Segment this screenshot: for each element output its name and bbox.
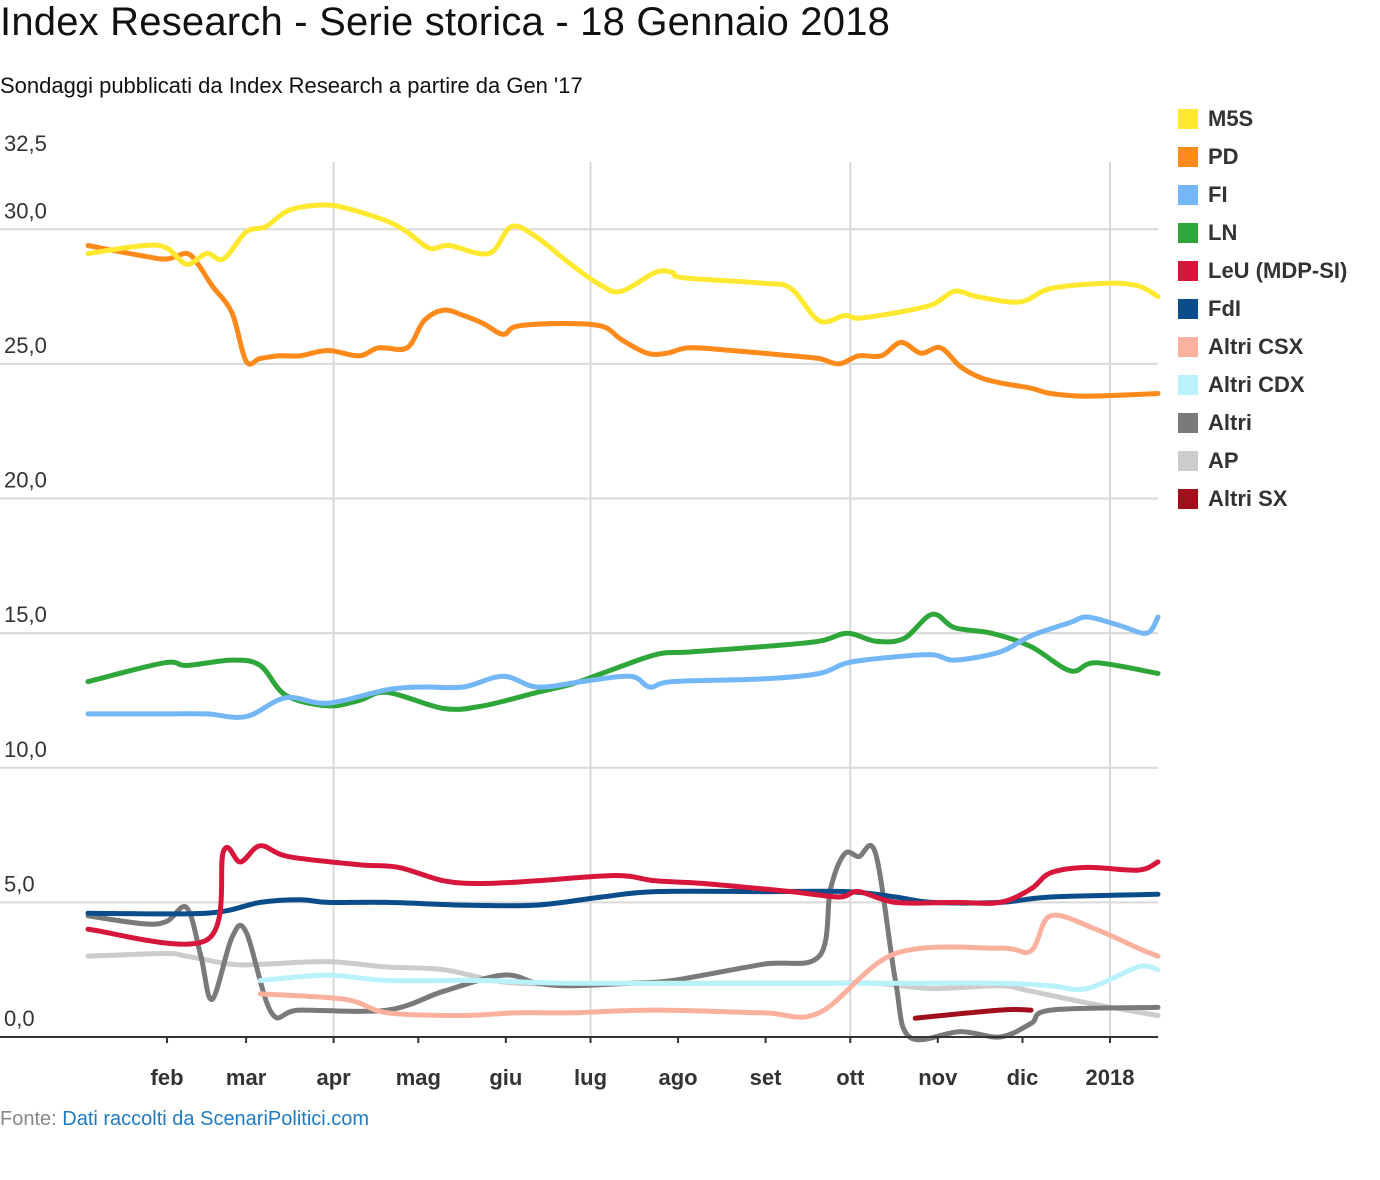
series-line-pd <box>88 246 1158 397</box>
x-tick-label: dic <box>1007 1065 1039 1090</box>
x-tick-label: mag <box>396 1065 441 1090</box>
series-line-m5s <box>88 205 1158 322</box>
legend-swatch-altri <box>1178 413 1198 433</box>
legend-label-altri: Altri <box>1208 410 1252 435</box>
line-chart: 0,0 5,0 10,0 15,0 20,0 25,0 30,0 32,5 feb mar apr m… <box>0 0 1380 1100</box>
legend-label-leu-mdp-si: LeU (MDP-SI) <box>1208 258 1347 283</box>
x-tick-label: ott <box>836 1065 865 1090</box>
y-tick-label: 32,5 <box>4 131 47 156</box>
legend-label-altri-cdx: Altri CDX <box>1208 372 1305 397</box>
x-tick-label: nov <box>918 1065 958 1090</box>
series-line-altri-sx <box>915 1009 1031 1018</box>
legend: M5S PD FI LN LeU (MDP-SI) FdI Altri CSX Altri C… <box>1178 106 1347 511</box>
legend-label-fi: FI <box>1208 182 1228 207</box>
x-tick-label: feb <box>151 1065 184 1090</box>
legend-swatch-altri-cdx <box>1178 375 1198 395</box>
legend-swatch-pd <box>1178 147 1198 167</box>
y-tick-label: 25,0 <box>4 333 47 358</box>
legend-swatch-leu-mdp-si <box>1178 261 1198 281</box>
legend-label-m5s: M5S <box>1208 106 1253 131</box>
x-tick-label: lug <box>574 1065 607 1090</box>
legend-label-ln: LN <box>1208 220 1237 245</box>
legend-label-altri-sx: Altri SX <box>1208 486 1288 511</box>
y-tick-label: 10,0 <box>4 737 47 762</box>
legend-label-altri-csx: Altri CSX <box>1208 334 1304 359</box>
y-tick-label: 15,0 <box>4 602 47 627</box>
source-footer: Fonte: Dati raccolti da ScenariPolitici.… <box>0 1108 369 1131</box>
x-tick-label: apr <box>316 1065 351 1090</box>
legend-label-ap: AP <box>1208 448 1239 473</box>
x-tick-label: giu <box>489 1065 522 1090</box>
x-tick-label: set <box>750 1065 782 1090</box>
x-tick-label: 2018 <box>1086 1065 1135 1090</box>
legend-swatch-ln <box>1178 223 1198 243</box>
legend-swatch-altri-sx <box>1178 489 1198 509</box>
legend-label-pd: PD <box>1208 144 1239 169</box>
y-tick-label: 20,0 <box>4 468 47 493</box>
source-label: Fonte: <box>0 1108 57 1130</box>
legend-swatch-ap <box>1178 451 1198 471</box>
source-link[interactable]: Dati raccolti da ScenariPolitici.com <box>62 1108 369 1130</box>
legend-swatch-fi <box>1178 185 1198 205</box>
x-tick-label: ago <box>658 1065 697 1090</box>
series-layer <box>88 205 1158 1040</box>
y-tick-label: 0,0 <box>4 1006 35 1031</box>
x-tick-label: mar <box>226 1065 267 1090</box>
y-tick-label: 30,0 <box>4 198 47 223</box>
legend-swatch-altri-csx <box>1178 337 1198 357</box>
legend-swatch-fdi <box>1178 299 1198 319</box>
y-tick-label: 5,0 <box>4 871 35 896</box>
series-line-ln <box>88 614 1158 709</box>
legend-label-fdi: FdI <box>1208 296 1241 321</box>
legend-swatch-m5s <box>1178 109 1198 129</box>
